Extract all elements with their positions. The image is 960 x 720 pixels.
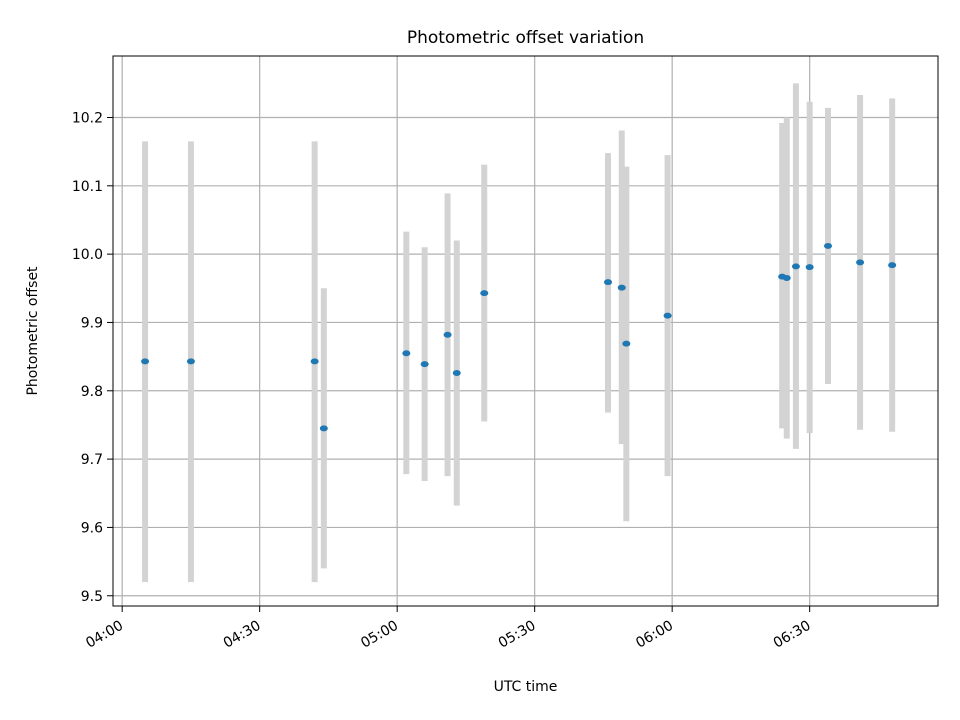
data-point — [452, 370, 461, 377]
data-point — [443, 331, 452, 338]
data-point — [310, 358, 319, 365]
y-axis-label: Photometric offset — [25, 266, 41, 396]
data-point — [791, 263, 800, 270]
chart-title: Photometric offset variation — [407, 28, 644, 48]
plot-area — [113, 56, 938, 606]
data-point — [805, 264, 814, 271]
data-point — [402, 350, 411, 357]
data-point — [888, 262, 897, 269]
y-tick-label: 9.8 — [81, 384, 103, 400]
data-point — [622, 340, 631, 347]
y-tick-label: 9.6 — [81, 520, 103, 536]
data-point — [420, 361, 429, 368]
y-tick-label: 9.7 — [81, 452, 103, 468]
data-point — [824, 242, 832, 249]
y-tick-label: 9.9 — [81, 315, 103, 331]
data-points — [141, 242, 897, 432]
data-point — [319, 425, 328, 432]
x-axis-label: UTC time — [494, 679, 558, 695]
data-point — [663, 312, 672, 319]
y-axis-ticks: 9.5 9.6 9.7 9.8 9.9 10.0 10.1 10.2 — [72, 110, 113, 605]
axes-frame — [112, 55, 939, 607]
data-point — [480, 290, 489, 297]
data-point — [186, 358, 195, 365]
y-tick-label: 10.0 — [72, 247, 103, 263]
data-point — [617, 284, 626, 291]
y-tick-label: 10.2 — [72, 110, 103, 126]
y-tick-label: 9.5 — [81, 589, 103, 605]
data-point — [604, 279, 612, 286]
data-point — [141, 358, 150, 365]
grid-layer — [113, 56, 938, 606]
data-point — [856, 259, 865, 266]
data-point — [782, 275, 791, 282]
y-tick-label: 10.1 — [72, 179, 103, 195]
